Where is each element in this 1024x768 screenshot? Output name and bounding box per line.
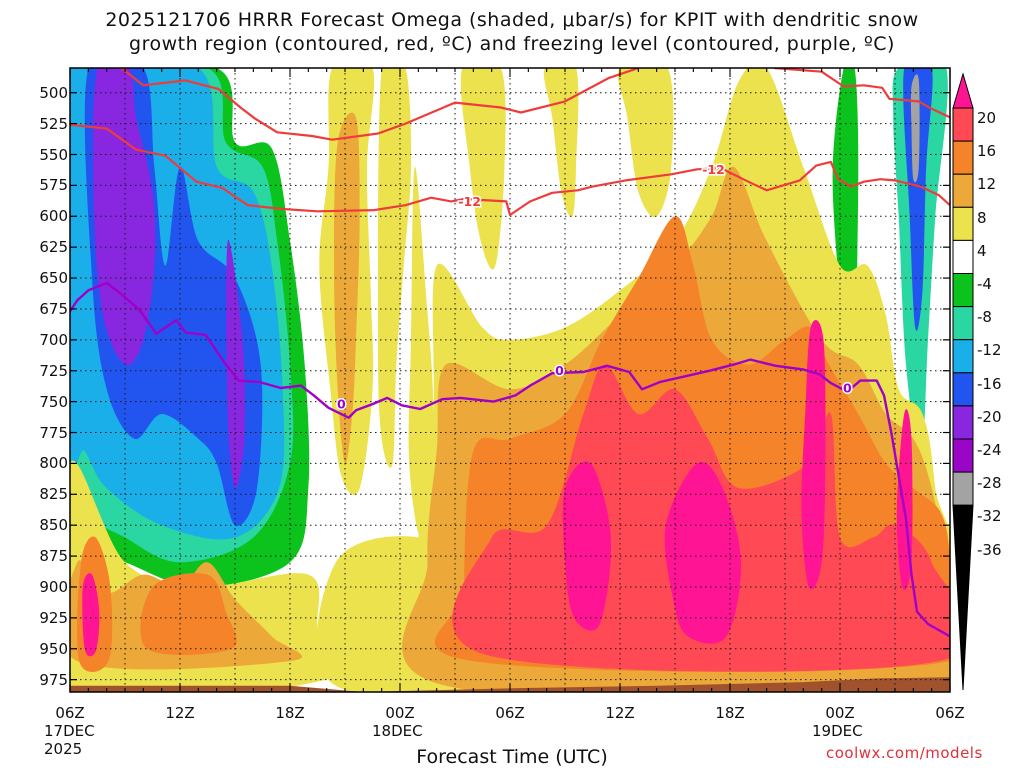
contour-label: 0 bbox=[337, 397, 346, 412]
y-tick-label: 975 bbox=[39, 670, 68, 689]
y-tick-label: 725 bbox=[39, 361, 68, 380]
colorbar-label: 12 bbox=[977, 175, 997, 194]
colorbar-label: -28 bbox=[977, 474, 1002, 493]
y-tick-label: 625 bbox=[39, 238, 68, 257]
freezing-level-contour bbox=[70, 281, 950, 638]
omega-region bbox=[460, 68, 506, 270]
x-date-label: 2025 bbox=[44, 740, 83, 758]
colorbar-swatch bbox=[952, 206, 974, 241]
colorbar-label: -36 bbox=[977, 540, 1002, 559]
omega-region bbox=[617, 68, 674, 218]
axis-ticks bbox=[69, 68, 951, 692]
y-tick-label: 600 bbox=[39, 207, 68, 226]
colorbar-label: 20 bbox=[977, 109, 997, 127]
contour-label: -12 bbox=[702, 162, 725, 177]
y-tick-label: 650 bbox=[39, 269, 68, 288]
colorbar-swatch bbox=[952, 239, 974, 274]
y-tick-label: 775 bbox=[39, 423, 68, 442]
colorbar-label: 8 bbox=[977, 208, 987, 227]
x-tick-label: 18Z bbox=[715, 704, 745, 722]
colorbar-label: 4 bbox=[977, 241, 987, 260]
omega-region bbox=[377, 68, 412, 468]
colorbar-swatch bbox=[952, 140, 974, 175]
colorbar-swatch bbox=[952, 372, 974, 407]
colorbar-label: -12 bbox=[977, 341, 1002, 360]
gridlines bbox=[70, 68, 950, 692]
contour-red-minus12 bbox=[120, 68, 639, 141]
y-tick-label: 900 bbox=[39, 578, 68, 596]
omega-region bbox=[93, 68, 156, 366]
contour-red-minus12 bbox=[70, 123, 950, 217]
colorbar bbox=[952, 72, 974, 691]
chart-title-line2: growth region (contoured, red, ºC) and f… bbox=[129, 33, 895, 55]
contour-purple-0c bbox=[70, 281, 950, 638]
colorbar-swatch bbox=[952, 405, 974, 440]
omega-region bbox=[334, 112, 360, 464]
x-date-label: 17DEC bbox=[44, 722, 95, 740]
omega-region bbox=[801, 319, 826, 590]
y-tick-label: 525 bbox=[39, 114, 68, 133]
y-tick-label: 750 bbox=[39, 392, 68, 411]
omega-region bbox=[664, 461, 742, 644]
chart-title-line1: 2025121706 HRRR Forecast Omega (shaded, … bbox=[105, 9, 919, 31]
y-tick-label: 800 bbox=[39, 454, 68, 473]
y-tick-label: 825 bbox=[39, 485, 68, 504]
y-tick-label: 550 bbox=[39, 145, 68, 164]
colorbar-label: -20 bbox=[977, 407, 1002, 426]
contour-label: 0 bbox=[843, 381, 852, 396]
y-tick-label: 500 bbox=[39, 83, 68, 102]
y-tick-label: 950 bbox=[39, 639, 68, 658]
contour-label: -12 bbox=[458, 194, 481, 209]
contour-labels: -12 -12 0 0 0 bbox=[335, 160, 853, 413]
colorbar-label: -8 bbox=[977, 308, 992, 327]
x-tick-label: 06Z bbox=[935, 704, 965, 722]
colorbar-label: -32 bbox=[977, 507, 1002, 526]
omega-shading bbox=[70, 68, 950, 692]
x-tick-label: 06Z bbox=[55, 704, 85, 722]
x-tick-label: 12Z bbox=[165, 704, 195, 722]
omega-region bbox=[408, 166, 434, 539]
colorbar-label: -16 bbox=[977, 374, 1002, 393]
colorbar-swatch bbox=[952, 107, 974, 142]
colorbar-swatch bbox=[952, 471, 974, 506]
colorbar-bottom-arrow bbox=[952, 504, 974, 691]
colorbar-swatch bbox=[952, 273, 974, 308]
y-tick-label: 575 bbox=[39, 176, 68, 195]
colorbar-swatch bbox=[952, 306, 974, 341]
x-tick-label: 00Z bbox=[825, 704, 855, 722]
omega-region bbox=[562, 461, 612, 631]
colorbar-label: -4 bbox=[977, 275, 992, 293]
x-tick-label: 00Z bbox=[385, 704, 415, 722]
colorbar-label: -24 bbox=[977, 441, 1002, 459]
x-tick-label: 12Z bbox=[605, 704, 635, 722]
omega-region bbox=[82, 573, 100, 657]
omega-region bbox=[226, 239, 245, 489]
contour-red-minus12 bbox=[773, 68, 950, 119]
omega-region bbox=[140, 573, 237, 656]
y-tick-label: 875 bbox=[39, 547, 68, 566]
colorbar-swatch bbox=[952, 339, 974, 374]
contour-label: 0 bbox=[555, 363, 564, 378]
omega-region bbox=[903, 68, 933, 331]
x-tick-label: 18Z bbox=[275, 704, 305, 722]
y-tick-label: 700 bbox=[39, 330, 68, 349]
dendritic-growth-contours bbox=[70, 68, 950, 217]
y-tick-label: 925 bbox=[39, 608, 68, 627]
colorbar-swatch bbox=[952, 438, 974, 473]
y-tick-label: 850 bbox=[39, 516, 68, 535]
x-date-label: 19DEC bbox=[812, 722, 863, 740]
colorbar-top-arrow bbox=[952, 72, 974, 109]
credit-link[interactable]: coolwx.com/models bbox=[826, 744, 983, 762]
x-axis-title: Forecast Time (UTC) bbox=[416, 746, 608, 768]
x-date-label: 18DEC bbox=[372, 722, 423, 740]
colorbar-swatch bbox=[952, 173, 974, 208]
y-tick-label: 675 bbox=[39, 300, 68, 318]
x-tick-label: 06Z bbox=[495, 704, 525, 722]
colorbar-label: 16 bbox=[977, 142, 997, 161]
